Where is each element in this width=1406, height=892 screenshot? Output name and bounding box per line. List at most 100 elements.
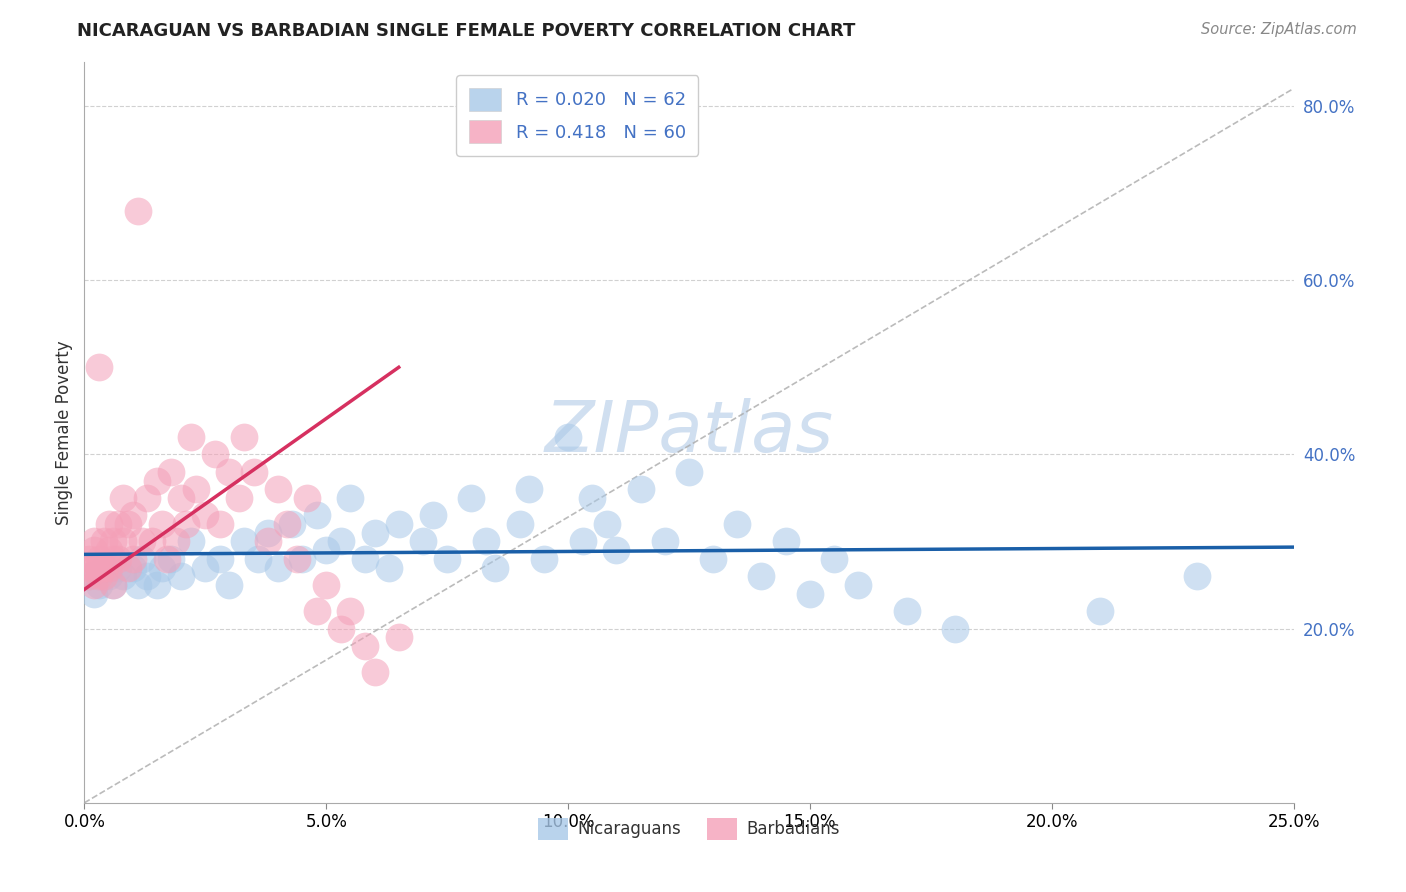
Point xyxy=(107,560,129,574)
Point xyxy=(557,430,579,444)
Point xyxy=(97,543,120,558)
Point xyxy=(596,517,619,532)
Point xyxy=(131,534,153,549)
Point xyxy=(83,560,105,574)
Y-axis label: Single Female Poverty: Single Female Poverty xyxy=(55,341,73,524)
Point xyxy=(412,534,434,549)
Point xyxy=(799,587,821,601)
Point xyxy=(460,491,482,505)
Point xyxy=(276,517,298,532)
Point xyxy=(160,552,183,566)
Point xyxy=(388,630,411,644)
Point xyxy=(141,534,163,549)
Point xyxy=(305,508,328,523)
Point xyxy=(194,560,217,574)
Point xyxy=(943,622,966,636)
Point xyxy=(257,534,280,549)
Point xyxy=(87,360,110,375)
Point xyxy=(247,552,270,566)
Point xyxy=(93,560,115,574)
Point xyxy=(180,430,202,444)
Text: Source: ZipAtlas.com: Source: ZipAtlas.com xyxy=(1201,22,1357,37)
Text: ZIPatlas: ZIPatlas xyxy=(544,398,834,467)
Point xyxy=(107,552,129,566)
Point xyxy=(77,552,100,566)
Point xyxy=(509,517,531,532)
Point xyxy=(630,482,652,496)
Point xyxy=(93,569,115,583)
Point xyxy=(127,203,149,218)
Point xyxy=(363,525,385,540)
Point xyxy=(581,491,603,505)
Point xyxy=(267,482,290,496)
Point xyxy=(1185,569,1208,583)
Point xyxy=(121,552,143,566)
Point xyxy=(475,534,498,549)
Legend: Nicaraguans, Barbadians: Nicaraguans, Barbadians xyxy=(531,812,846,847)
Point xyxy=(77,560,100,574)
Point xyxy=(228,491,250,505)
Point xyxy=(329,622,352,636)
Point xyxy=(267,560,290,574)
Point xyxy=(107,517,129,532)
Point xyxy=(354,639,377,653)
Point xyxy=(103,578,125,592)
Point xyxy=(170,491,193,505)
Point xyxy=(93,560,115,574)
Point xyxy=(305,604,328,618)
Text: NICARAGUAN VS BARBADIAN SINGLE FEMALE POVERTY CORRELATION CHART: NICARAGUAN VS BARBADIAN SINGLE FEMALE PO… xyxy=(77,22,856,40)
Point xyxy=(87,569,110,583)
Point xyxy=(83,534,105,549)
Point xyxy=(484,560,506,574)
Point xyxy=(329,534,352,549)
Point xyxy=(127,578,149,592)
Point xyxy=(117,517,139,532)
Point xyxy=(117,560,139,574)
Point xyxy=(103,578,125,592)
Point xyxy=(823,552,845,566)
Point xyxy=(97,517,120,532)
Point xyxy=(388,517,411,532)
Point xyxy=(378,560,401,574)
Point xyxy=(83,587,105,601)
Point xyxy=(775,534,797,549)
Point xyxy=(112,534,135,549)
Point xyxy=(204,447,226,461)
Point xyxy=(517,482,540,496)
Point xyxy=(605,543,627,558)
Point xyxy=(77,569,100,583)
Point xyxy=(702,552,724,566)
Point xyxy=(121,560,143,574)
Point xyxy=(146,578,169,592)
Point xyxy=(150,560,173,574)
Point xyxy=(233,430,256,444)
Point xyxy=(83,578,105,592)
Point xyxy=(112,491,135,505)
Point xyxy=(131,552,153,566)
Point xyxy=(87,578,110,592)
Point xyxy=(194,508,217,523)
Point xyxy=(291,552,314,566)
Point xyxy=(285,552,308,566)
Point xyxy=(160,465,183,479)
Point xyxy=(315,578,337,592)
Point xyxy=(136,491,159,505)
Point xyxy=(103,552,125,566)
Point xyxy=(97,560,120,574)
Point xyxy=(136,569,159,583)
Point xyxy=(93,534,115,549)
Point xyxy=(87,552,110,566)
Point xyxy=(363,665,385,680)
Point xyxy=(218,578,240,592)
Point xyxy=(533,552,555,566)
Point xyxy=(165,534,187,549)
Point xyxy=(242,465,264,479)
Point xyxy=(295,491,318,505)
Point xyxy=(146,474,169,488)
Point xyxy=(218,465,240,479)
Point xyxy=(112,569,135,583)
Point xyxy=(751,569,773,583)
Point xyxy=(725,517,748,532)
Point xyxy=(83,543,105,558)
Point xyxy=(436,552,458,566)
